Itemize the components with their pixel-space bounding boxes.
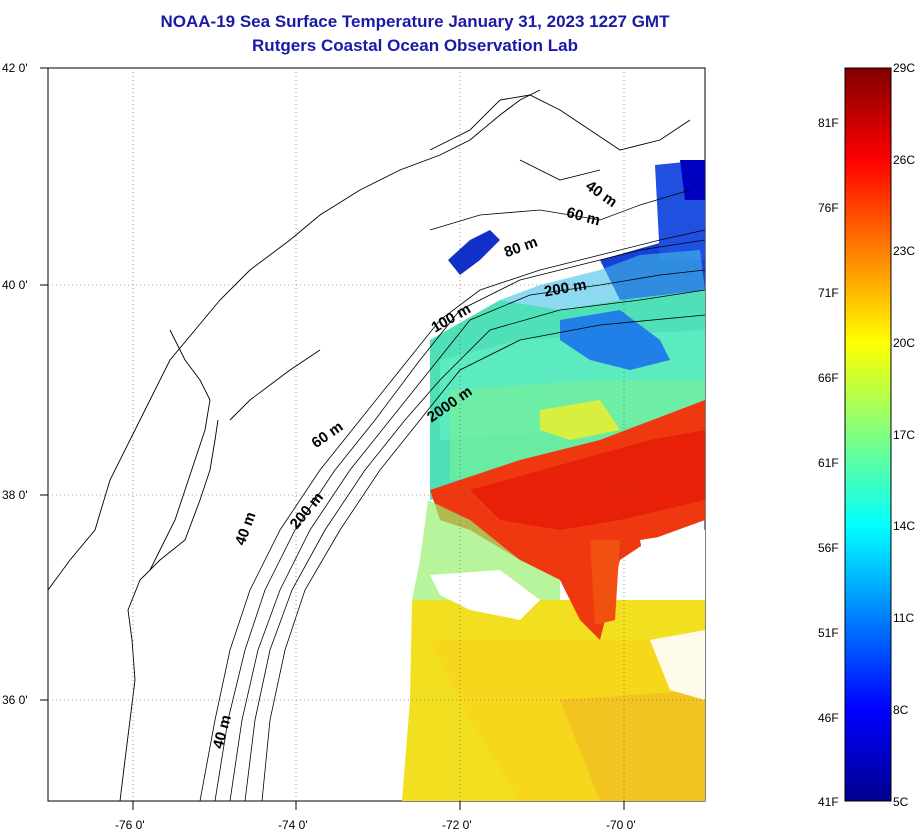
colorbar-c-label: 14C	[893, 519, 916, 533]
lon-label: -72 0'	[442, 818, 472, 832]
lon-label: -76 0'	[115, 818, 145, 832]
colorbar-c-label: 20C	[893, 336, 916, 350]
colorbar-c-label: 5C	[893, 795, 909, 809]
lat-label: 36 0'	[2, 693, 28, 707]
colorbar-c-label: 8C	[893, 703, 909, 717]
lat-label: 42 0'	[2, 61, 28, 75]
colorbar-c-label: 26C	[893, 153, 916, 167]
sst-data-layer	[402, 160, 705, 801]
colorbar-c-label: 29C	[893, 61, 916, 75]
lat-label: 40 0'	[2, 278, 28, 292]
colorbar-c-label: 23C	[893, 244, 916, 258]
lat-label: 38 0'	[2, 488, 28, 502]
colorbar-f-label: 56F	[818, 541, 839, 555]
colorbar-f-label: 61F	[818, 456, 839, 470]
colorbar-f-label: 71F	[818, 286, 839, 300]
colorbar-f-label: 51F	[818, 626, 839, 640]
colorbar-c-label: 17C	[893, 428, 916, 442]
colorbar-f-label: 81F	[818, 116, 839, 130]
axis-ticks	[40, 67, 625, 810]
lon-label: -70 0'	[606, 818, 636, 832]
colorbar-f-label: 41F	[818, 795, 839, 809]
colorbar-f-label: 46F	[818, 711, 839, 725]
colorbar	[844, 67, 892, 802]
lon-label: -74 0'	[278, 818, 308, 832]
map-title: NOAA-19 Sea Surface Temperature January …	[160, 12, 670, 31]
gridlines	[48, 68, 705, 801]
colorbar-c-label: 11C	[893, 611, 915, 625]
colorbar-f-label: 66F	[818, 371, 839, 385]
coastline	[48, 89, 691, 801]
map-subtitle: Rutgers Coastal Ocean Observation Lab	[252, 36, 578, 55]
colorbar-f-label: 76F	[818, 201, 839, 215]
